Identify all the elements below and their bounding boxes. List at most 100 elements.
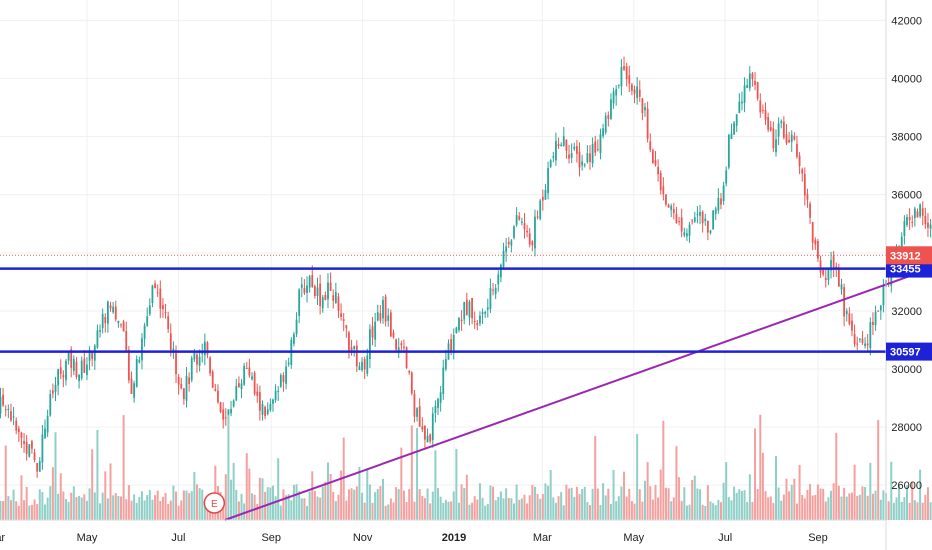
volume-bar (59, 473, 62, 520)
candle-body (437, 398, 439, 409)
candle-body (91, 352, 94, 360)
volume-bar (497, 496, 500, 520)
candle-body (691, 220, 694, 222)
volume-bar (806, 489, 809, 520)
volume-bar (699, 489, 702, 520)
candle-body (180, 383, 183, 389)
volume-bar (195, 484, 198, 520)
volume-bar (442, 503, 445, 520)
volume-bar (523, 494, 526, 520)
volume-bar (80, 497, 83, 520)
volume-bar (447, 501, 450, 520)
candle-body (104, 317, 107, 324)
volume-bar (130, 500, 133, 520)
candle-body (389, 312, 392, 337)
volume-bar (575, 486, 578, 520)
volume-bar (326, 462, 329, 520)
volume-bar (494, 500, 497, 520)
volume-bar (607, 488, 610, 520)
candle-body (782, 121, 785, 138)
candle-body (780, 121, 783, 124)
candle-body (759, 100, 762, 113)
candle-body (408, 371, 411, 373)
candle-body (287, 362, 290, 365)
volume-bar (117, 495, 120, 520)
volume-bar (481, 497, 484, 520)
candle-body (133, 383, 136, 398)
volume-bar (85, 500, 88, 520)
volume-bar (324, 481, 327, 520)
candle-body (617, 84, 620, 86)
candle-body (505, 246, 508, 252)
candle-body (602, 128, 604, 137)
volume-bar (615, 501, 618, 520)
candle-body (57, 369, 60, 386)
candle-body (424, 425, 426, 440)
candle-body (387, 315, 390, 321)
volume-bar (51, 467, 54, 520)
candlestick-series (0, 56, 932, 478)
volume-bar (321, 486, 324, 520)
volume-bar (725, 462, 728, 520)
candle-body (534, 216, 536, 249)
earnings-event-marker[interactable]: E (203, 492, 226, 514)
candle-body (109, 305, 112, 309)
volume-bar (712, 503, 715, 520)
candle-body (507, 242, 510, 245)
candle-body (714, 208, 717, 214)
volume-bar (499, 491, 502, 520)
x-tick-label: Mar (533, 532, 552, 544)
volume-bar (709, 501, 712, 520)
candle-body (764, 110, 767, 120)
volume-bar (898, 484, 901, 520)
candle-body (182, 388, 185, 399)
volume-bar (924, 494, 927, 520)
time-axis[interactable]: Mar May Jul Sep Nov 2019 Mar May Jul Sep (0, 532, 828, 544)
candle-body (101, 313, 104, 328)
volume-bar (439, 496, 442, 520)
candle-body (599, 134, 602, 154)
candle-body (473, 321, 476, 323)
volume-bar (167, 504, 170, 520)
volume-bar (617, 496, 620, 520)
volume-bar (256, 503, 259, 520)
candle-body (337, 296, 340, 311)
candle-body (872, 321, 874, 325)
volume-bar (313, 490, 316, 520)
candle-body (122, 321, 125, 332)
volume-bar (754, 428, 757, 520)
volume-bar (295, 484, 298, 520)
volume-bar (177, 505, 180, 520)
candle-body (903, 221, 906, 237)
candle-body (397, 347, 400, 353)
candle-body (25, 442, 28, 454)
candle-body (790, 134, 793, 143)
candle-body (251, 376, 253, 380)
candle-body (83, 358, 86, 373)
volume-bar (906, 485, 909, 520)
volume-bar (552, 497, 555, 520)
x-tick-label: 2019 (442, 532, 466, 544)
volume-bar (827, 497, 830, 520)
event-marker-circle (203, 492, 226, 514)
candle-body (214, 389, 217, 391)
volume-bar (775, 456, 778, 520)
candle-body (900, 236, 903, 248)
volume-bar (405, 501, 408, 520)
candle-body (879, 305, 882, 311)
candle-body (96, 330, 99, 348)
trendline[interactable] (224, 255, 932, 521)
volume-bar (761, 452, 764, 520)
candle-body (159, 288, 162, 309)
volume-bar (282, 489, 285, 520)
candle-body (238, 383, 240, 388)
volume-bar (125, 499, 128, 520)
candle-body (127, 349, 130, 381)
candle-body (51, 390, 54, 394)
volume-bar (389, 498, 392, 520)
volume-bar (926, 487, 929, 520)
volume-bar (4, 445, 7, 520)
volume-bar (334, 501, 337, 520)
